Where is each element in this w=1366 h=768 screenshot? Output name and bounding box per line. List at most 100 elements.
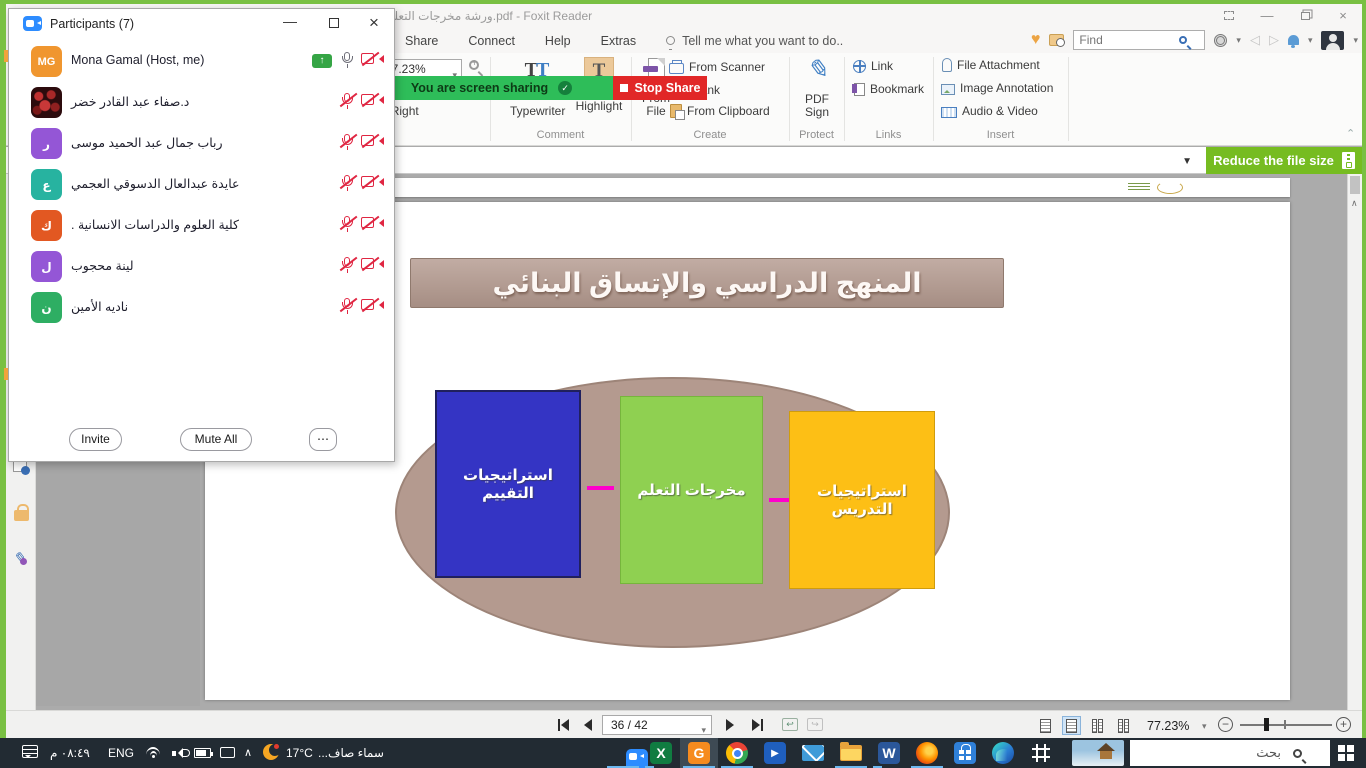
bell-icon[interactable]	[1287, 35, 1299, 48]
participant-row[interactable]: د.صفاء عبد القادر خضر	[9, 82, 394, 123]
participant-row[interactable]: ر رباب جمال عبد الحميد موسى	[9, 123, 394, 164]
mic-off-icon[interactable]	[339, 92, 358, 111]
collapse-ribbon-icon[interactable]: ⌃	[1346, 128, 1356, 140]
account-dropdown[interactable]: ▾	[1353, 34, 1358, 45]
tell-me[interactable]: Tell me what you want to do..	[666, 34, 843, 50]
back-icon[interactable]: ◁	[1249, 32, 1260, 47]
first-page-button[interactable]	[558, 719, 569, 731]
taskbar-app-ime[interactable]	[1022, 738, 1060, 768]
camera-off-icon[interactable]	[361, 174, 384, 190]
mic-off-icon[interactable]	[339, 256, 358, 275]
zoom-slider-track[interactable]	[1240, 724, 1332, 726]
file-attachment-button[interactable]: File Attachment	[942, 58, 1040, 72]
pdf-sign-button[interactable]: ✎ PDF Sign	[804, 55, 830, 119]
fullscreen-button[interactable]	[1216, 8, 1242, 25]
taskbar-search[interactable]: بحث	[1130, 740, 1330, 766]
participant-row[interactable]: ن ناديه الأمين	[9, 287, 394, 328]
forward-icon[interactable]: ▷	[1268, 32, 1279, 47]
search-icon[interactable]	[1179, 36, 1188, 44]
combo-dropdown-icon[interactable]: ▼	[1182, 156, 1192, 167]
camera-off-icon[interactable]	[361, 92, 384, 108]
taskbar-app-excel[interactable]: X	[642, 738, 680, 768]
taskbar-app-store[interactable]	[946, 738, 984, 768]
scrollbar-thumb[interactable]	[1350, 176, 1360, 194]
next-view-icon[interactable]: ↪	[807, 718, 823, 731]
find-box[interactable]	[1073, 30, 1206, 50]
battery-icon[interactable]	[194, 748, 213, 758]
weather-text[interactable]: سماء صاف...	[318, 746, 384, 760]
taskbar-app-movies-tv[interactable]: ▶	[756, 738, 794, 768]
page-number-combo[interactable]: 36 / 42 ▾	[602, 715, 712, 735]
next-page-button[interactable]	[726, 719, 734, 731]
stop-share-button[interactable]: Stop Share	[613, 76, 707, 100]
taskbar-app-edge[interactable]	[984, 738, 1022, 768]
display-icon[interactable]	[220, 747, 235, 758]
previous-view-icon[interactable]: ↩	[782, 718, 798, 731]
gear-dropdown[interactable]: ▾	[1236, 34, 1241, 45]
volume-icon[interactable]	[172, 747, 190, 759]
panel-maximize-button[interactable]	[322, 15, 346, 31]
camera-off-icon[interactable]	[361, 215, 384, 231]
close-button[interactable]: ×	[1339, 8, 1347, 23]
previous-page-button[interactable]	[584, 719, 592, 731]
account-avatar[interactable]	[1321, 30, 1345, 50]
from-scanner-button[interactable]: From Scanner	[669, 60, 765, 74]
signature-tool-icon[interactable]: ✎	[13, 551, 27, 567]
reduce-file-size-button[interactable]: Reduce the file size	[1206, 147, 1362, 174]
image-annotation-button[interactable]: Image Annotation	[941, 81, 1053, 95]
continuous-facing-view-icon[interactable]	[1114, 716, 1133, 735]
more-options-button[interactable]: ⋯	[309, 428, 337, 451]
single-page-view-icon[interactable]	[1036, 716, 1055, 735]
facing-view-icon[interactable]	[1088, 716, 1107, 735]
wifi-icon[interactable]	[146, 747, 160, 759]
mic-off-icon[interactable]	[339, 297, 358, 316]
continuous-view-icon[interactable]	[1062, 716, 1081, 735]
taskbar-app-zoom[interactable]	[604, 738, 648, 768]
weather-moon-icon[interactable]	[263, 744, 279, 760]
folder-search-icon[interactable]	[1049, 34, 1066, 47]
taskbar-app-foxit[interactable]: G	[680, 738, 718, 768]
taskbar-app-mail[interactable]	[794, 738, 832, 768]
participant-row[interactable]: ك . كلية العلوم والدراسات الانسانية	[9, 205, 394, 246]
gear-icon[interactable]	[1214, 33, 1228, 47]
tray-expand-icon[interactable]: ∧	[244, 747, 253, 759]
link-button[interactable]: Link	[853, 59, 893, 73]
clock[interactable]: ٠٨:٤٩ م	[50, 746, 90, 760]
taskbar-app-file-explorer[interactable]	[832, 738, 870, 768]
minimize-button[interactable]: —	[1260, 8, 1274, 23]
from-clipboard-button[interactable]: From Clipboard	[670, 104, 770, 120]
lock-tool-icon[interactable]	[14, 504, 29, 521]
bell-dropdown[interactable]: ▾	[1307, 34, 1313, 45]
zoom-percentage[interactable]: 77.23%	[1147, 719, 1190, 733]
marquee-zoom-icon[interactable]	[469, 58, 479, 70]
participant-row[interactable]: MG Mona Gamal (Host, me) ↑	[9, 41, 394, 82]
panel-close-button[interactable]: ×	[369, 13, 379, 32]
news-widget-thumbnail[interactable]	[1072, 740, 1124, 766]
start-button[interactable]	[1338, 745, 1354, 761]
vertical-scrollbar[interactable]: ∧	[1347, 174, 1362, 710]
camera-off-icon[interactable]	[361, 51, 384, 67]
audio-video-button[interactable]: Audio & Video	[941, 104, 1038, 118]
mic-off-icon[interactable]	[339, 133, 358, 152]
action-center-icon[interactable]	[22, 745, 38, 758]
find-input[interactable]	[1074, 33, 1180, 47]
taskbar-app-word[interactable]: W	[870, 738, 908, 768]
zoom-slider-handle[interactable]	[1264, 718, 1269, 731]
mic-icon[interactable]	[339, 52, 355, 70]
camera-off-icon[interactable]	[361, 256, 384, 272]
zoom-in-button[interactable]: +	[1336, 717, 1351, 732]
menu-help[interactable]: Help	[544, 33, 571, 48]
mic-off-icon[interactable]	[339, 215, 358, 234]
mute-all-button[interactable]: Mute All	[180, 428, 252, 451]
taskbar-app-firefox[interactable]	[908, 738, 946, 768]
participant-row[interactable]: ع عايدة عبدالعال الدسوقي العجمي	[9, 164, 394, 205]
scroll-up-icon[interactable]: ∧	[1351, 198, 1358, 208]
menu-connect[interactable]: Connect	[468, 33, 515, 48]
camera-off-icon[interactable]	[361, 297, 384, 313]
typewriter-button[interactable]: TT Typewriter	[510, 59, 566, 118]
heart-icon[interactable]: ♥	[1030, 31, 1041, 48]
taskbar-app-chrome[interactable]	[718, 738, 756, 768]
bookmark-button[interactable]: Bookmark	[852, 82, 924, 96]
invite-button[interactable]: Invite	[69, 428, 122, 451]
menu-share[interactable]: Share	[405, 33, 439, 48]
